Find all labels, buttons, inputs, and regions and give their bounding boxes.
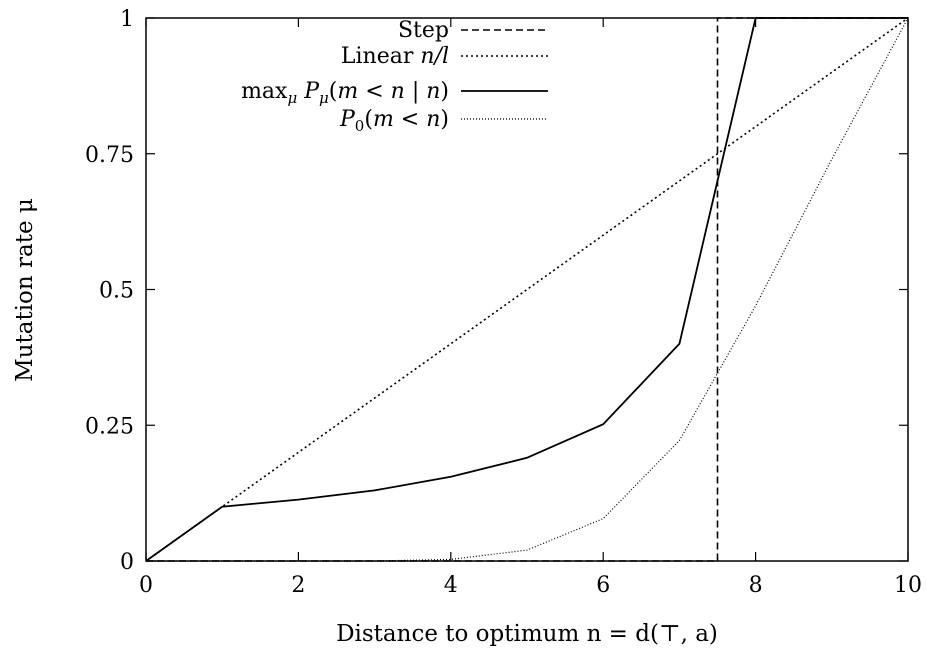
x-tick-label: 8 [749,573,763,598]
y-tick-label: 0.5 [99,279,134,304]
legend-label-1: Step [398,18,449,43]
y-axis-title: Mutation rate μ [12,198,38,382]
x-tick-label: 4 [444,573,458,598]
y-tick-label: 1 [120,7,134,32]
legend-label-4: P0(m < n) [339,107,449,135]
series-line-1 [146,17,908,562]
y-tick-label: 0.75 [85,143,134,168]
x-tick-label: 0 [139,573,153,598]
x-axis-title: Distance to optimum n = d(⊤, a) [336,621,718,647]
legend-label-3: maxμ Pμ(m < n | n) [241,79,449,107]
y-tick-label: 0 [120,550,134,575]
series-line-3 [145,17,908,562]
series-line-4 [146,17,909,562]
series-lines [145,17,909,562]
axis-ticks: 0 2 4 6 8 10 0 0.25 0.5 0.75 1 [85,7,922,598]
y-tick-label: 0.25 [85,414,134,439]
x-tick-label: 6 [596,573,610,598]
series-line-2 [145,17,909,562]
x-tick-label: 10 [894,573,922,598]
legend-label-2: Linear n/l [341,44,449,69]
x-tick-label: 2 [291,573,305,598]
